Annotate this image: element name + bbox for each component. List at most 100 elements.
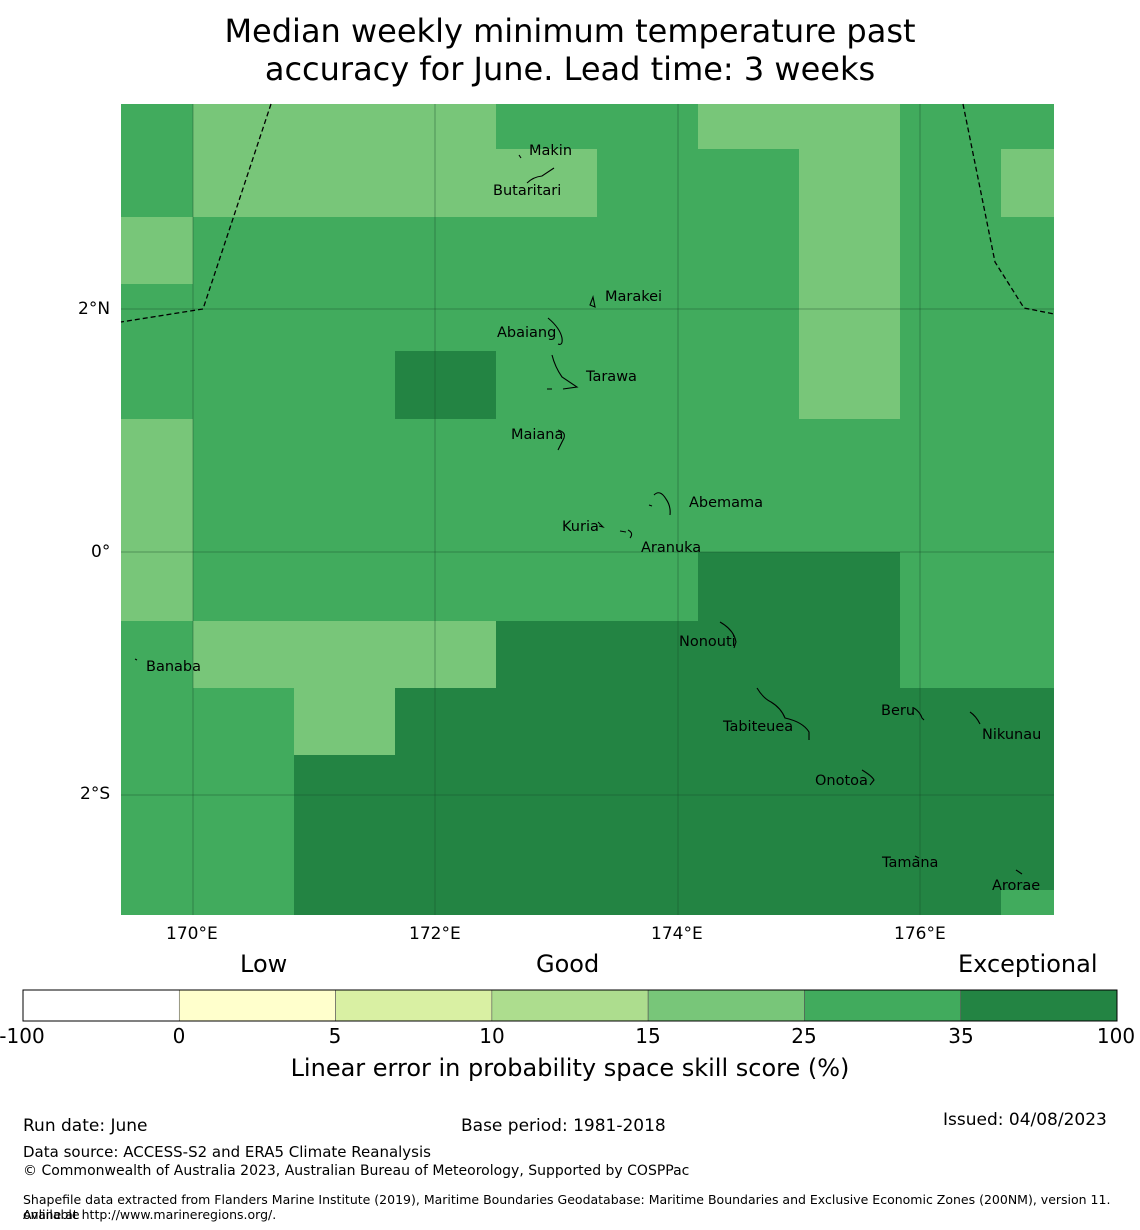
island-label-nikunau: Nikunau	[982, 727, 1041, 743]
tamana-outline	[914, 855, 920, 859]
skill-cell	[395, 552, 496, 621]
skill-map: Makin Butaritari Marakei Abaiang Tarawa …	[22, 103, 1118, 1022]
skill-cell	[294, 419, 395, 486]
skill-cell	[1001, 755, 1054, 823]
colorbar-tick: 0	[172, 1024, 186, 1048]
skill-cell	[294, 217, 395, 284]
skill-cell	[496, 688, 597, 755]
skill-cell	[294, 621, 395, 688]
colorbar-tick: -100	[0, 1024, 45, 1048]
island-label-tamana: Tamana	[881, 855, 938, 871]
colorbar-swatch	[178, 989, 336, 1022]
island-label-beru: Beru	[881, 703, 915, 719]
skill-cell	[900, 621, 1001, 688]
skill-cell	[799, 419, 900, 486]
skill-cell	[294, 890, 395, 915]
skill-cell	[395, 284, 496, 351]
skill-cell	[395, 351, 496, 419]
island-labels: Makin Butaritari Marakei Abaiang Tarawa …	[146, 143, 1041, 894]
skill-cell	[294, 104, 395, 149]
skill-grid-cells	[121, 104, 1054, 915]
island-label-nonouti: Nonouti	[679, 634, 736, 650]
skill-cell	[193, 486, 294, 552]
skill-cell	[799, 149, 900, 217]
island-label-tabiteuea: Tabiteuea	[722, 719, 793, 735]
skill-cell	[799, 284, 900, 351]
skill-cell	[900, 149, 1001, 217]
skill-cell	[1001, 688, 1054, 755]
skill-cell	[294, 755, 395, 823]
skill-cell	[1001, 486, 1054, 552]
island-label-kuria: Kuria	[562, 519, 599, 535]
skill-cell	[395, 419, 496, 486]
skill-cell	[1001, 823, 1054, 890]
skill-cell	[1001, 217, 1054, 284]
nonouti-outline	[719, 621, 737, 649]
tarawa-outline	[547, 354, 579, 390]
colorbar-swatch	[960, 989, 1118, 1022]
skill-cell	[698, 621, 799, 688]
colorbar-category-exceptional: Exceptional	[958, 950, 1098, 978]
lat-label-2s: 2°S	[80, 784, 111, 804]
skill-cell	[799, 890, 900, 915]
skill-cell	[900, 104, 1001, 149]
colorbar-swatch	[22, 989, 180, 1022]
skill-cell	[799, 486, 900, 552]
skill-cell	[698, 823, 799, 890]
skill-cell	[193, 755, 294, 823]
skill-cell	[496, 823, 597, 890]
aranuka-outline	[619, 529, 633, 539]
skill-cell	[395, 823, 496, 890]
banaba-outline	[134, 658, 138, 661]
skill-cell	[597, 486, 698, 552]
colorbar-tick: 100	[1096, 1024, 1136, 1048]
map-title-line-2: accuracy for June. Lead time: 3 weeks	[264, 50, 876, 88]
lat-label-2n: 2°N	[78, 299, 111, 319]
skill-cell	[121, 217, 193, 284]
skill-cell	[597, 351, 698, 419]
skill-cell	[294, 552, 395, 621]
skill-cell	[597, 755, 698, 823]
island-label-maiana: Maiana	[511, 427, 563, 443]
skill-cell	[597, 621, 698, 688]
skill-cell	[597, 688, 698, 755]
skill-cell	[900, 552, 1001, 621]
skill-cell	[799, 351, 900, 419]
skill-cell	[496, 419, 597, 486]
skill-cell	[900, 890, 1001, 915]
colorbar-swatch	[647, 989, 805, 1022]
skill-cell	[193, 552, 294, 621]
skill-cell	[121, 890, 193, 915]
colorbar-frame	[22, 989, 1118, 1022]
skill-cell	[496, 755, 597, 823]
shapefile-credit-line-1: Shapefile data extracted from Flanders M…	[23, 1192, 1111, 1222]
skill-cell	[395, 621, 496, 688]
colorbar	[22, 989, 1118, 1022]
tabiteuea-outline	[756, 687, 810, 740]
skill-cell	[799, 755, 900, 823]
onotoa-outline	[861, 769, 875, 786]
skill-cell	[496, 621, 597, 688]
skill-cell	[1001, 284, 1054, 351]
skill-cell	[597, 552, 698, 621]
skill-cell	[496, 104, 597, 149]
colorbar-tick: 10	[479, 1024, 505, 1048]
skill-cell	[1001, 890, 1054, 915]
skill-cell	[1001, 351, 1054, 419]
skill-cell	[496, 351, 597, 419]
skill-cell	[294, 149, 395, 217]
skill-cell	[1001, 149, 1054, 217]
skill-cell	[698, 104, 799, 149]
skill-cell	[294, 688, 395, 755]
skill-cell	[597, 284, 698, 351]
island-label-arorae: Arorae	[992, 878, 1040, 894]
skill-cell	[395, 755, 496, 823]
island-label-makin: Makin	[529, 143, 572, 159]
skill-cell	[294, 351, 395, 419]
skill-cell	[1001, 419, 1054, 486]
skill-cell	[1001, 621, 1054, 688]
skill-cell	[597, 104, 698, 149]
nikunau-outline	[969, 711, 981, 725]
skill-cell	[395, 890, 496, 915]
skill-cell	[395, 104, 496, 149]
